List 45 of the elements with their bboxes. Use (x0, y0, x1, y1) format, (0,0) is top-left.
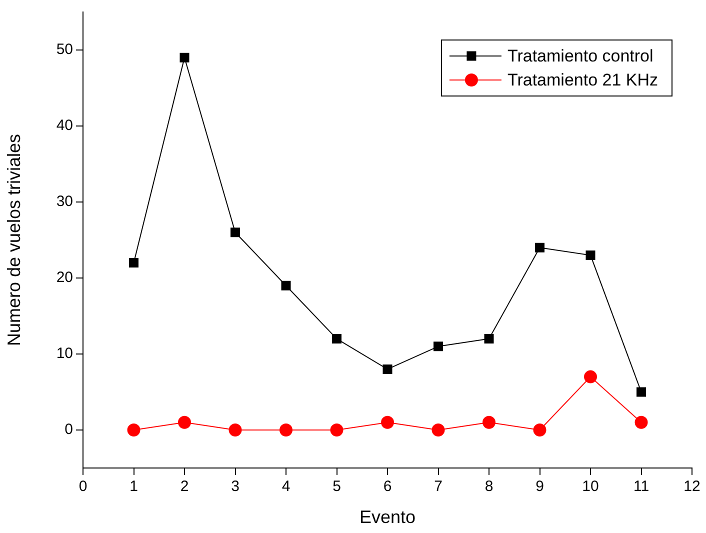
legend-label: Tratamiento control (507, 46, 654, 66)
point (535, 242, 544, 252)
y-axis-title: Numero de vuelos triviales (4, 134, 24, 346)
point (432, 424, 445, 436)
y-tick-label: 40 (56, 117, 73, 134)
point (230, 228, 240, 238)
x-tick-label: 11 (633, 478, 650, 496)
y-tick-label: 50 (56, 41, 73, 58)
point (636, 387, 646, 397)
x-tick-label: 0 (78, 478, 88, 496)
point (330, 424, 344, 436)
point (381, 416, 394, 429)
x-tick-label: 2 (180, 478, 189, 496)
point (382, 364, 392, 374)
x-tick-label: 5 (332, 478, 341, 496)
point (280, 424, 292, 436)
x-tick-label: 4 (282, 478, 290, 496)
x-tick-label: 1 (130, 478, 138, 496)
x-tick-label: 8 (484, 478, 494, 496)
point (180, 52, 190, 62)
x-tick-label: 7 (434, 478, 442, 496)
y-tick-label: 0 (64, 421, 73, 438)
point (228, 424, 242, 436)
point (332, 334, 342, 344)
point (178, 416, 191, 429)
y-tick-label: 30 (56, 193, 73, 210)
point (281, 280, 291, 290)
point (434, 342, 443, 352)
y-tick-label: 10 (56, 345, 73, 362)
point (586, 250, 596, 260)
point (634, 416, 648, 429)
x-tick-label: 10 (582, 478, 599, 496)
point (129, 258, 138, 268)
point (127, 424, 140, 436)
x-tick-label: 3 (231, 478, 240, 496)
x-axis-title: Evento (359, 507, 416, 528)
point (533, 424, 546, 436)
legend-label: Tratamiento 21 KHz (507, 70, 658, 90)
point (482, 416, 496, 429)
x-tick-label: 12 (684, 478, 700, 496)
y-tick-label: 20 (56, 269, 73, 286)
x-tick-label: 9 (536, 478, 544, 496)
x-tick-label: 6 (383, 478, 392, 496)
point (484, 334, 494, 344)
point (584, 370, 597, 384)
